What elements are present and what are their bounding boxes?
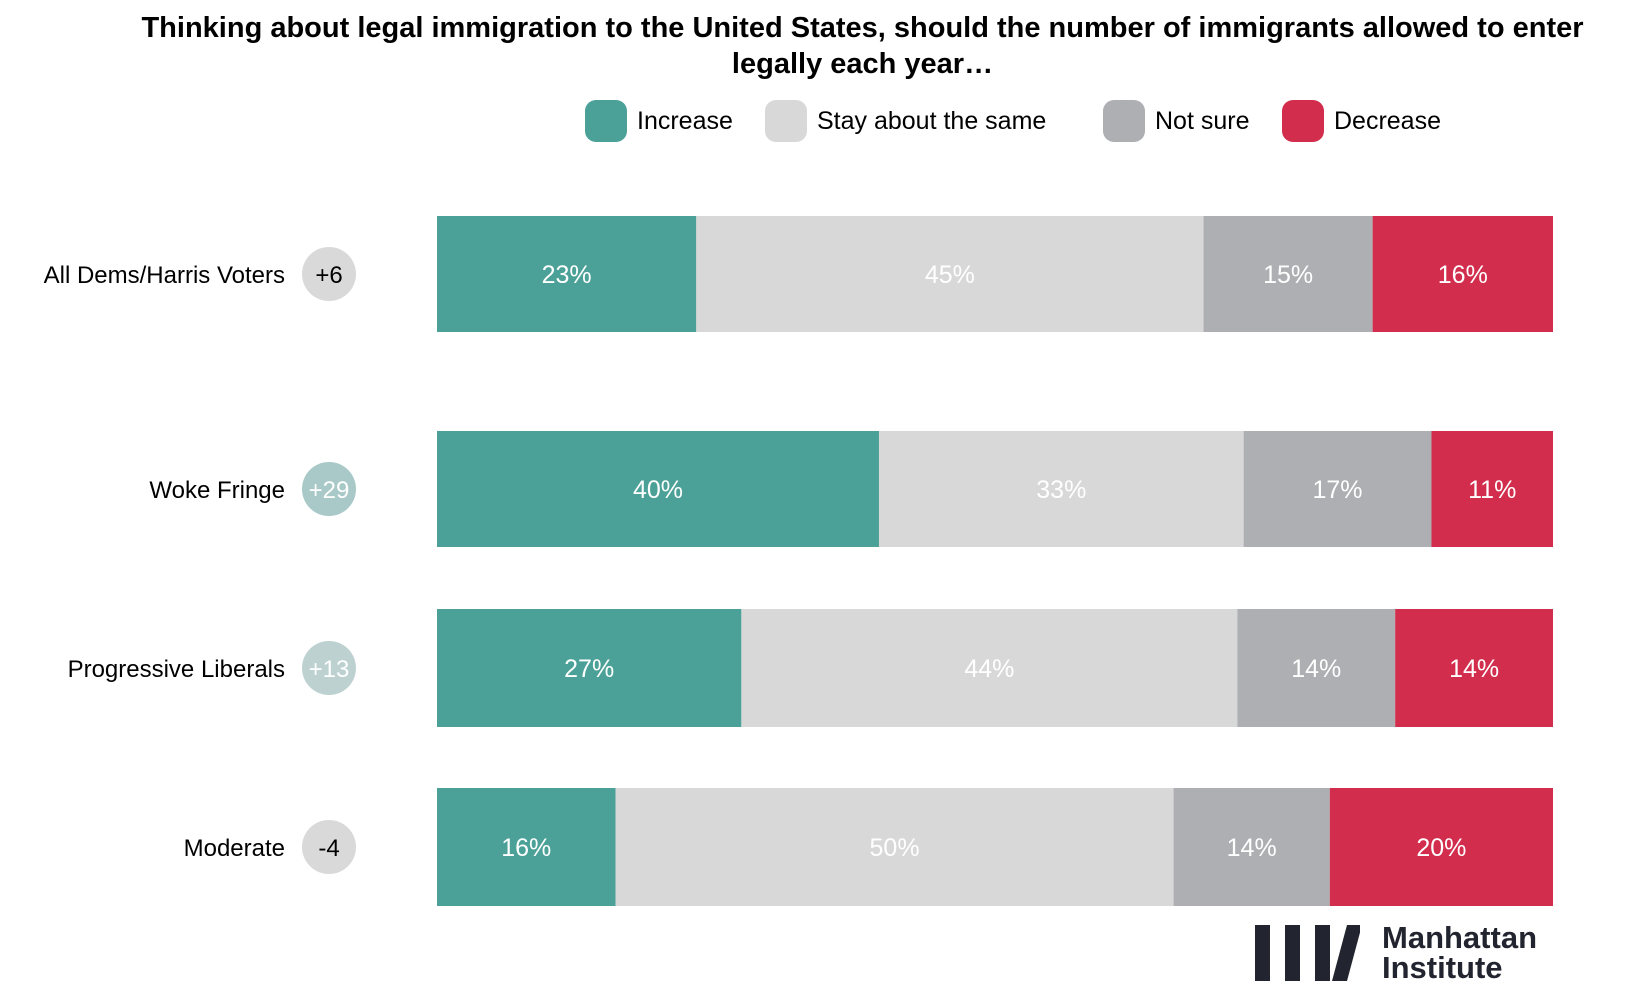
legend-item-not-sure: Not sure — [1103, 99, 1249, 143]
data-label: 14% — [1449, 655, 1499, 683]
bar-row: Moderate -4 16% 50% 14% 20% — [184, 788, 1553, 906]
legend-swatch-stay-same — [765, 100, 807, 142]
data-label: 14% — [1227, 834, 1277, 862]
logo-mark-icon — [1255, 925, 1360, 981]
bar-segment-decrease — [1329, 788, 1553, 906]
legend-swatch-increase — [585, 100, 627, 142]
bar-segment-stay-about-the-same — [878, 431, 1244, 547]
category-label: Woke Fringe — [149, 477, 285, 504]
data-label: 44% — [964, 655, 1014, 683]
data-label: 16% — [501, 834, 551, 862]
bar-segment-not-sure — [1243, 431, 1432, 547]
legend-label: Decrease — [1334, 106, 1441, 135]
data-label: 16% — [1438, 261, 1488, 289]
category-label: Progressive Liberals — [68, 656, 285, 683]
category-label: Moderate — [184, 835, 285, 862]
bar-row: Woke Fringe +29 40% 33% 17% 11% — [149, 431, 1553, 547]
logo-text: Manhattan Institute — [1382, 920, 1537, 985]
logo-line-2: Institute — [1382, 950, 1503, 985]
legend-item-stay-same: Stay about the same — [765, 99, 1046, 143]
bar-segment-not-sure — [1203, 216, 1373, 332]
data-label: 50% — [870, 834, 920, 862]
net-badge — [302, 462, 356, 516]
data-label: 27% — [564, 655, 614, 683]
manhattan-institute-logo: Manhattan Institute — [1255, 922, 1537, 984]
legend-label: Not sure — [1155, 106, 1250, 135]
bar-segment-increase — [437, 431, 879, 547]
data-label: 40% — [633, 476, 683, 504]
net-badge — [302, 641, 356, 695]
net-badge-label: +13 — [309, 656, 350, 683]
net-badge-label: +29 — [309, 477, 350, 504]
net-badge — [302, 247, 356, 301]
data-label: 14% — [1291, 655, 1341, 683]
net-badge — [302, 820, 356, 874]
bar-segment-stay-about-the-same — [615, 788, 1174, 906]
data-label: 15% — [1263, 261, 1313, 289]
bar-segment-not-sure — [1173, 788, 1330, 906]
data-label: 11% — [1468, 476, 1516, 504]
bar-segment-increase — [437, 609, 742, 727]
legend-swatch-decrease — [1282, 100, 1324, 142]
data-label: 33% — [1036, 476, 1086, 504]
data-label: 20% — [1416, 834, 1466, 862]
bar-segment-stay-about-the-same — [741, 609, 1238, 727]
category-label: All Dems/Harris Voters — [44, 262, 285, 289]
data-label: 23% — [542, 261, 592, 289]
legend-item-decrease: Decrease — [1282, 99, 1441, 143]
logo-line-1: Manhattan — [1382, 920, 1537, 955]
bar-segment-increase — [437, 788, 616, 906]
data-label: 17% — [1313, 476, 1363, 504]
data-label: 45% — [925, 261, 975, 289]
bar-segment-increase — [437, 216, 697, 332]
bar-segment-decrease — [1372, 216, 1553, 332]
net-badge-label: +6 — [315, 262, 342, 289]
chart-title: Thinking about legal immigration to the … — [141, 12, 1584, 80]
bar-segment-not-sure — [1237, 609, 1396, 727]
legend-label: Increase — [637, 106, 733, 135]
bar-segment-decrease — [1395, 609, 1553, 727]
legend-item-increase: Increase — [585, 99, 733, 143]
bar-segment-stay-about-the-same — [696, 216, 1204, 332]
legend-swatch-not-sure — [1103, 100, 1145, 142]
bar-segment-decrease — [1431, 431, 1553, 547]
bar-row: Progressive Liberals +13 27% 44% 14% 14% — [68, 609, 1553, 727]
bar-row: All Dems/Harris Voters +6 23% 45% 15% 16% — [44, 216, 1553, 332]
legend-label: Stay about the same — [817, 106, 1047, 135]
net-badge-label: -4 — [318, 835, 339, 862]
